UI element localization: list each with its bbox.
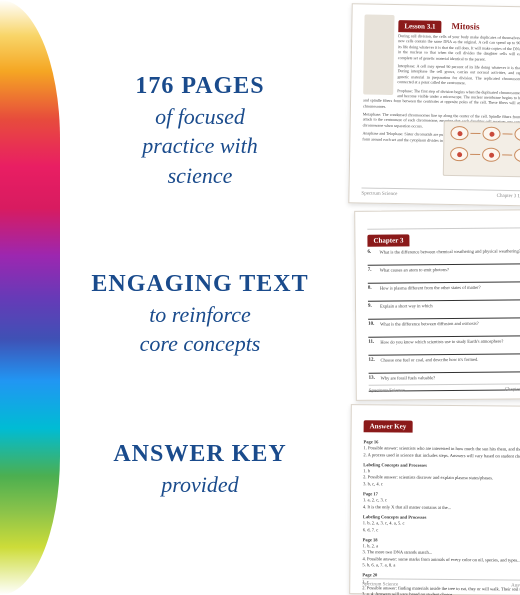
promo-canvas: 176 PAGES of focused practice with scien… [0,0,520,595]
lesson-title: Mitosis [451,21,479,31]
feature-answer-sub1: provided [80,471,320,499]
answer-line: Page 181. b, 2. a3. The more two DNA str… [362,537,520,570]
answerkey-tab: Answer Key [364,420,413,432]
question-line: 12.Choose one fuel or coal, and describe… [369,362,520,374]
feature-answer-heading: ANSWER KEY [80,440,320,469]
lesson-tab: Lesson 3.1 [398,20,441,33]
page-footer: Spectrum Science Chapter 3 Lesson 1 [361,187,520,199]
question-line: 7.What causes an atom to emit photons? [368,272,520,284]
feature-pages-sub1: of focused [80,103,320,131]
footer-left: Spectrum Science [362,582,398,587]
question-line: 9.Explain a short way in which [368,308,520,320]
question-line: 11.How do you know which scientists use … [368,344,520,356]
answer-line: Page 171. a, 2. c, 3. c4. It is the only… [363,491,520,511]
lesson-sidebar [363,14,394,95]
page-footer: Spectrum Science Chapter 3 Test Fall [369,383,520,394]
sample-page-lesson: Lesson 3.1 Mitosis During cell division,… [348,3,520,206]
test-tab: Chapter 3 [367,234,409,246]
feature-pages-sub3: science [80,162,320,190]
footer-left: Spectrum Science [369,388,405,393]
footer-left: Spectrum Science [361,191,397,197]
question-line: 8.How is plasma different from the other… [368,290,520,302]
feature-text-column: 176 PAGES of focused practice with scien… [80,0,320,595]
rainbow-stripe [0,0,60,595]
feature-pages: 176 PAGES of focused practice with scien… [80,72,320,189]
answer-line: Labeling Concepts and Processes1. b2. Po… [363,462,520,489]
footer-right: Chapter 3 Lesson 1 [497,194,520,200]
sample-page-test: NAME Chapter 3 6.What is the difference … [354,209,520,401]
arrow-icon [444,122,520,179]
page-footer: Spectrum Science Answer Key [362,578,520,589]
question-line: 10.What is the difference between diffus… [368,326,520,338]
feature-engaging-sub2: core concepts [80,330,320,358]
sample-pages-stack: Lesson 3.1 Mitosis During cell division,… [310,0,520,595]
feature-answer: ANSWER KEY provided [80,440,320,498]
feature-engaging-sub1: to reinforce [80,301,320,329]
answer-line: Page 161. Possible answer: scientists wh… [363,439,520,459]
mitosis-diagram [443,121,520,178]
feature-engaging: ENGAGING TEXT to reinforce core concepts [80,270,320,358]
footer-right: Chapter 3 Test Fall [505,387,520,392]
feature-engaging-heading: ENGAGING TEXT [80,270,320,299]
sample-page-answerkey: Answer Key Page 161. Possible answer: sc… [349,404,520,595]
answer-line: Labeling Concepts and Processes1. b, 2. … [363,514,520,534]
feature-pages-sub2: practice with [80,132,320,160]
footer-right: Answer Key [511,584,520,589]
feature-pages-heading: 176 PAGES [80,72,320,101]
question-line: 6.What is the difference between chemica… [368,254,520,266]
name-line: NAME [367,220,520,230]
